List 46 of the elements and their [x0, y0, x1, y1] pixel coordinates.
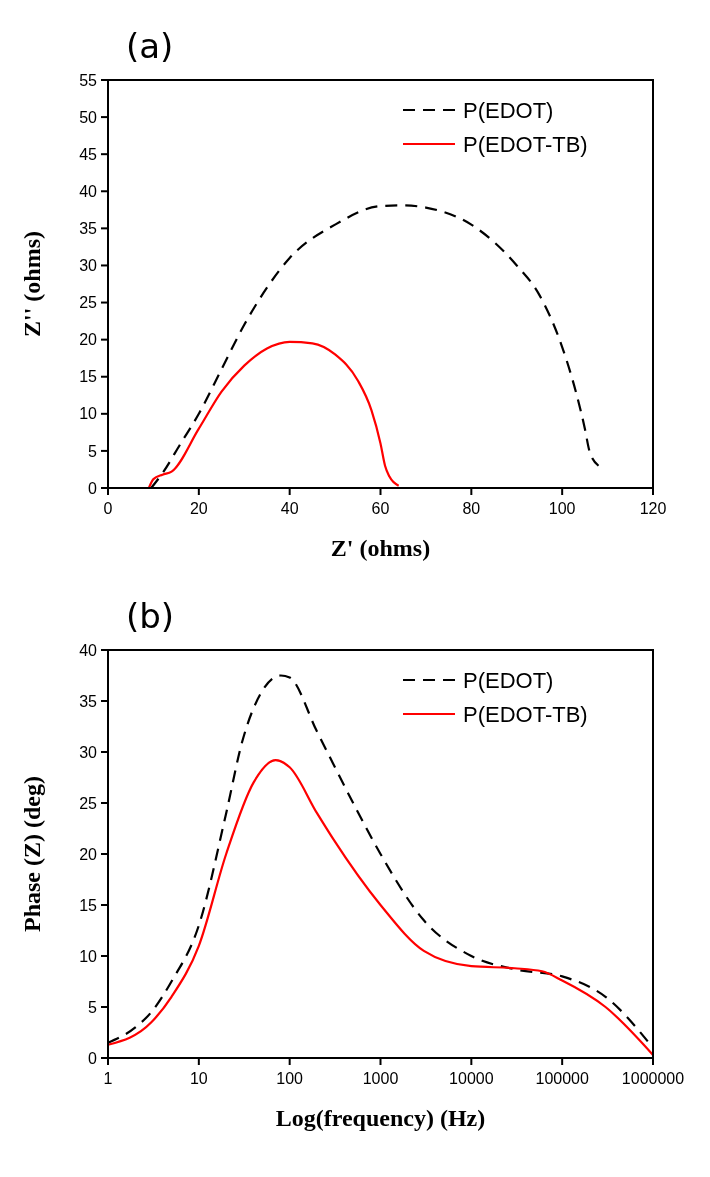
chart-title: (b)	[126, 596, 175, 636]
x-tick-label: 1000	[362, 1070, 399, 1087]
y-axis-title: Phase (Z) (deg)	[19, 776, 45, 932]
x-tick-label: 0	[103, 500, 113, 517]
x-tick-label: 100	[276, 1070, 304, 1087]
y-tick-label: 40	[79, 182, 98, 200]
y-tick-label: 10	[79, 947, 98, 965]
chart-title: (a)	[126, 26, 174, 66]
y-tick-label: 30	[79, 743, 98, 761]
x-tick-label: 1	[103, 1070, 113, 1087]
y-tick-label: 20	[79, 845, 98, 863]
legend-label: P(EDOT-TB)	[463, 701, 588, 727]
legend-label: P(EDOT)	[463, 97, 554, 123]
x-tick-label: 80	[462, 500, 481, 517]
y-tick-label: 25	[79, 794, 98, 812]
y-axis-title: Z'' (ohms)	[19, 230, 45, 338]
legend-label: P(EDOT)	[463, 667, 554, 693]
y-tick-label: 55	[79, 71, 98, 89]
x-tick-label: 100000	[535, 1070, 589, 1087]
legend-label: P(EDOT-TB)	[463, 131, 588, 157]
x-tick-label: 120	[639, 500, 667, 517]
line-series	[147, 340, 400, 490]
y-tick-label: 5	[88, 998, 98, 1016]
x-tick-label: 10	[189, 1070, 208, 1087]
y-tick-label: 50	[79, 108, 98, 126]
x-tick-label: 1000000	[621, 1070, 685, 1087]
x-axis-title: Log(frequency) (Hz)	[275, 1105, 486, 1131]
y-tick-label: 10	[79, 405, 98, 423]
y-tick-label: 35	[79, 219, 98, 237]
y-tick-label: 15	[79, 896, 98, 914]
x-tick-label: 20	[189, 500, 208, 517]
y-tick-label: 45	[79, 145, 98, 163]
y-tick-label: 40	[79, 641, 98, 659]
x-tick-label: 100	[548, 500, 576, 517]
x-tick-label: 40	[280, 500, 299, 517]
y-tick-label: 0	[88, 479, 98, 497]
y-tick-label: 5	[88, 442, 98, 460]
x-tick-label: 60	[371, 500, 390, 517]
y-tick-label: 25	[79, 294, 98, 312]
y-tick-label: 20	[79, 331, 98, 349]
x-axis-title: Z' (ohms)	[330, 535, 431, 561]
y-tick-label: 30	[79, 257, 98, 275]
y-tick-label: 35	[79, 692, 98, 710]
y-tick-label: 0	[88, 1049, 98, 1067]
x-tick-label: 10000	[449, 1070, 494, 1087]
y-tick-label: 15	[79, 368, 98, 386]
